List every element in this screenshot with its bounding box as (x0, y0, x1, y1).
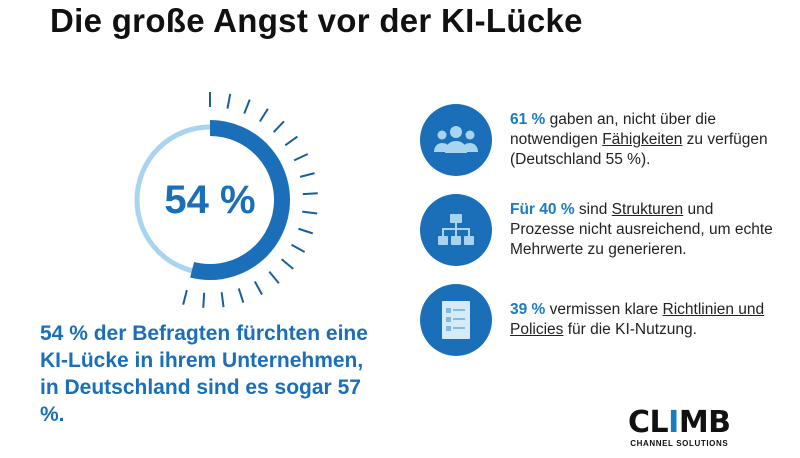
stat-item-structures: Für 40 % sind Strukturen und Prozesse ni… (420, 194, 780, 266)
stat-highlight: Für 40 % (510, 201, 575, 218)
gauge-tick (268, 271, 280, 284)
stat-text-part: und Prozesse nicht ausreichend, um echte… (510, 201, 773, 258)
stat-highlight: 61 % (510, 111, 546, 128)
stat-item-skills: 61 % gaben an, nicht über die notwendige… (420, 104, 780, 176)
gauge-tick (182, 289, 188, 305)
gauge-tick (202, 292, 206, 308)
gauge-value-label: 54 % (164, 178, 256, 222)
stat-text: 39 % vermissen klare Richtlinien und Pol… (510, 300, 780, 340)
logo-text: MB (678, 405, 731, 440)
gauge-tick (226, 93, 232, 109)
logo-text: I (668, 405, 679, 440)
logo-subtitle: CHANNEL SOLUTIONS (630, 439, 729, 448)
checklist-document-icon (420, 284, 492, 356)
stat-text-part: zu verfügen (Deutschland 55 %). (510, 131, 768, 168)
stat-text: 61 % gaben an, nicht über die notwendige… (510, 110, 780, 170)
gauge-tick (258, 108, 269, 123)
stat-text-part: vermissen klare (545, 301, 663, 318)
stat-highlight: 39 % (510, 301, 546, 318)
gauge-tick (281, 258, 294, 270)
gauge-tick (253, 281, 263, 296)
gauge-tick (293, 153, 309, 162)
stat-item-policies: 39 % vermissen klare Richtlinien und Pol… (420, 284, 780, 356)
stat-underlined: Fähigkeiten (602, 131, 683, 148)
gauge-tick (243, 99, 251, 114)
gauge-tick (220, 292, 225, 308)
gauge-tick (302, 192, 318, 196)
gauge-fill-arc (190, 120, 290, 280)
logo-text: CL (628, 405, 669, 440)
people-group-icon (420, 104, 492, 176)
page-title: Die große Angst vor der KI-Lücke (50, 2, 583, 39)
gauge-tick (237, 288, 245, 304)
gauge-tick (272, 120, 285, 133)
stat-text-part: für die KI-Nutzung. (563, 321, 697, 338)
stat-text: Für 40 % sind Strukturen und Prozesse ni… (510, 200, 780, 260)
gauge-tick (302, 210, 318, 215)
stat-underlined: Richtlinien und Policies (510, 301, 765, 338)
stat-text-part: gaben an, nicht über die notwendigen (510, 111, 716, 148)
stat-text-part: sind (574, 201, 612, 218)
donut-gauge (134, 92, 318, 308)
climb-logo: CLIMB CHANNEL SOLUTIONS (628, 405, 731, 449)
lead-statement: 54 % der Befragten fürchten eine KI-Lück… (40, 322, 368, 426)
org-chart-icon (420, 194, 492, 266)
gauge-tick (299, 172, 315, 178)
gauge-tick (284, 135, 298, 147)
stat-underlined: Strukturen (611, 201, 684, 218)
gauge-tick (298, 227, 314, 235)
gauge-tick (291, 243, 306, 253)
